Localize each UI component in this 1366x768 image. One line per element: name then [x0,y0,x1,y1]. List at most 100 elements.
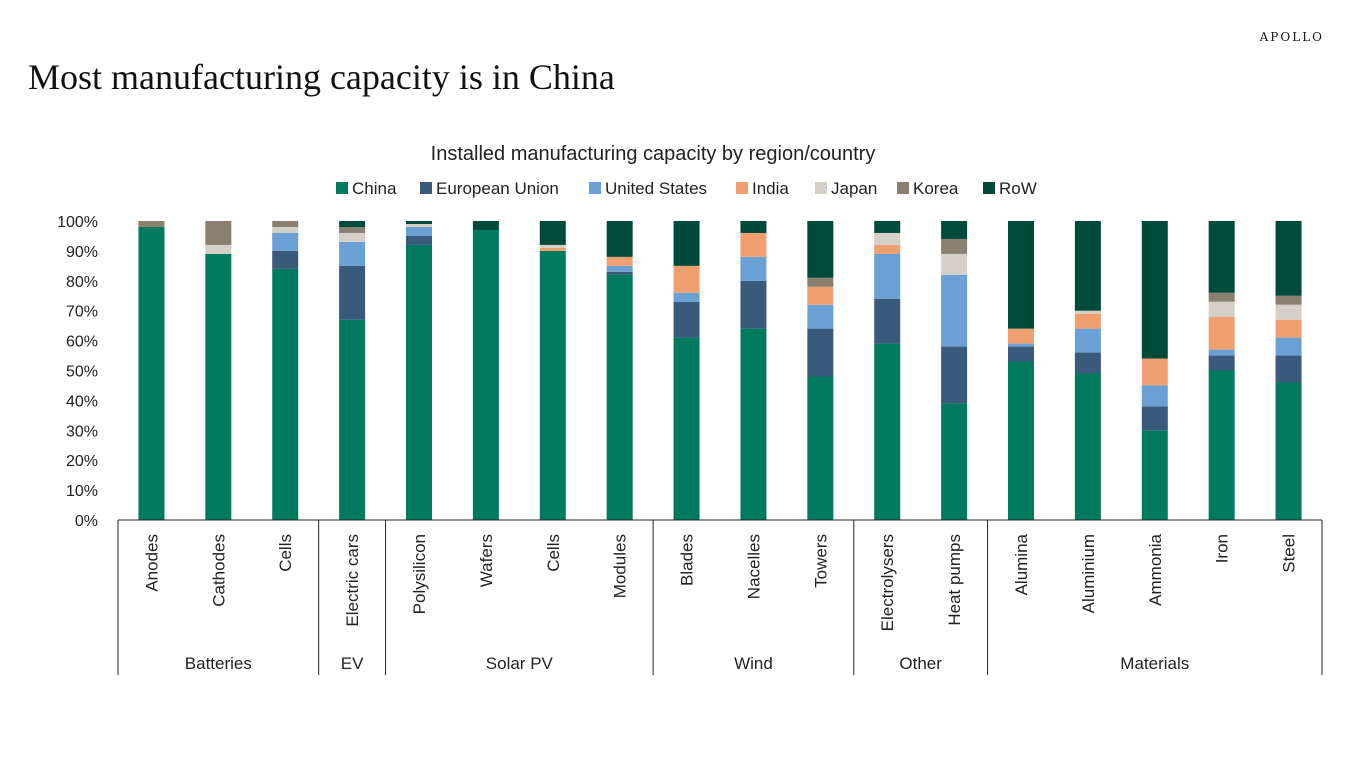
bar-cathodes-korea [205,221,232,245]
legend: China European Union United States India Jap… [336,179,1037,198]
bar-heat-pumps-united-states [941,274,968,347]
bar-nacelles-united-states [740,256,767,281]
x-tick-label-cells: Cells [544,534,563,572]
x-tick-label-anodes: Anodes [142,534,161,592]
bar-wafers-row [472,221,499,230]
bar-modules-row [606,221,633,257]
bar-steel-india [1275,319,1302,338]
group-label-solar-pv: Solar PV [486,654,554,673]
bar-electric-cars-korea [339,226,366,233]
group-label-materials: Materials [1120,654,1189,673]
x-tick-label-aluminium: Aluminium [1079,534,1098,613]
x-tick-label-cathodes: Cathodes [209,534,228,607]
bar-electric-cars-united-states [339,241,366,266]
x-tick-label-ammonia: Ammonia [1146,533,1165,605]
x-axis: Anodes Cathodes Cells Electric cars Polysili… [117,519,1323,675]
bar-nacelles-india [740,232,767,257]
bar-cells-china [539,250,566,520]
bar-towers-united-states [807,304,834,329]
bar-heat-pumps-korea [941,238,968,254]
bar-steel-japan [1275,304,1302,320]
bar-nacelles-european-union [740,280,767,329]
legend-label-row: RoW [999,179,1037,198]
x-tick-label-blades: Blades [678,534,697,586]
bar-electrolysers-united-states [874,253,901,299]
bar-polysilicon-japan [406,223,432,227]
bar-iron-korea [1208,292,1235,302]
x-tick-label-alumina: Alumina [1012,533,1031,595]
x-tick-label-electrolysers: Electrolysers [878,534,897,631]
bar-towers-korea [807,277,834,287]
y-tick-label: 90% [66,244,98,261]
legend-swatch-united-states [589,182,601,194]
legend-swatch-row [983,182,995,194]
bar-blades-united-states [673,292,700,302]
bar-cells-china [272,268,299,520]
bar-aluminium-japan [1074,310,1101,314]
bar-ammonia-united-states [1141,385,1168,407]
bar-polysilicon-row [406,221,432,224]
bar-aluminium-united-states [1074,328,1101,353]
bar-iron-european-union [1208,355,1235,371]
group-label-batteries: Batteries [185,654,252,673]
bar-heat-pumps-european-union [941,346,968,404]
legend-swatch-china [336,182,348,194]
bar-cells-korea [272,221,299,227]
x-tick-label-polysilicon: Polysilicon [410,534,429,614]
y-tick-label: 60% [66,334,98,351]
legend-swatch-korea [897,182,909,194]
legend-swatch-european-union [420,182,432,194]
bar-aluminium-row [1074,221,1101,311]
x-tick-label-wafers: Wafers [477,534,496,587]
y-axis: 0% 10% 20% 30% 40% 50% 60% 70% 80% 90% 100% [57,214,98,530]
bar-aluminium-china [1074,373,1101,520]
bar-cells-india [539,247,566,251]
bar-electric-cars-china [339,319,366,520]
bar-polysilicon-european-union [406,235,432,245]
bar-cathodes-china [205,253,232,520]
bar-steel-china [1275,382,1302,520]
bars [138,221,1302,521]
bar-anodes-korea [138,221,165,227]
legend-label-india: India [752,179,789,198]
bar-anodes-china [138,226,165,521]
bar-ammonia-india [1141,358,1168,386]
y-tick-label: 0% [75,513,98,530]
bar-iron-japan [1208,301,1235,317]
bar-steel-european-union [1275,355,1302,383]
bar-towers-china [807,376,834,520]
bar-iron-china [1208,370,1235,520]
page-title: Most manufacturing capacity is in China [28,57,615,97]
bar-wafers-china [472,229,499,520]
bar-electrolysers-row [874,221,901,233]
legend-swatch-india [736,182,748,194]
bar-electrolysers-japan [874,232,901,245]
x-tick-label-towers: Towers [811,534,830,588]
bar-electric-cars-row [339,221,366,227]
bar-heat-pumps-china [941,403,968,520]
bar-cells-european-union [272,250,299,269]
bar-blades-china [673,337,700,520]
bar-heat-pumps-row [941,221,968,239]
bar-cathodes-japan [205,244,232,254]
group-label-wind: Wind [734,654,773,673]
x-tick-label-iron: Iron [1213,534,1232,563]
legend-label-korea: Korea [913,179,959,198]
bar-cells-japan [272,226,299,233]
bar-nacelles-row [740,221,767,233]
bar-ammonia-european-union [1141,406,1168,431]
y-tick-label: 100% [57,214,98,231]
bar-alumina-united-states [1008,343,1034,347]
bar-electrolysers-india [874,244,901,254]
bar-heat-pumps-japan [941,253,968,275]
legend-label-japan: Japan [831,179,877,198]
chart-title: Installed manufacturing capacity by regi… [431,143,876,165]
bar-aluminium-india [1074,313,1101,329]
bar-iron-united-states [1208,349,1235,356]
bar-alumina-european-union [1008,346,1034,362]
bar-nacelles-china [740,328,767,520]
bar-iron-row [1208,221,1235,293]
x-tick-label-electric-cars: Electric cars [343,534,362,627]
bar-cells-united-states [272,232,299,251]
bar-cells-japan [539,244,566,248]
